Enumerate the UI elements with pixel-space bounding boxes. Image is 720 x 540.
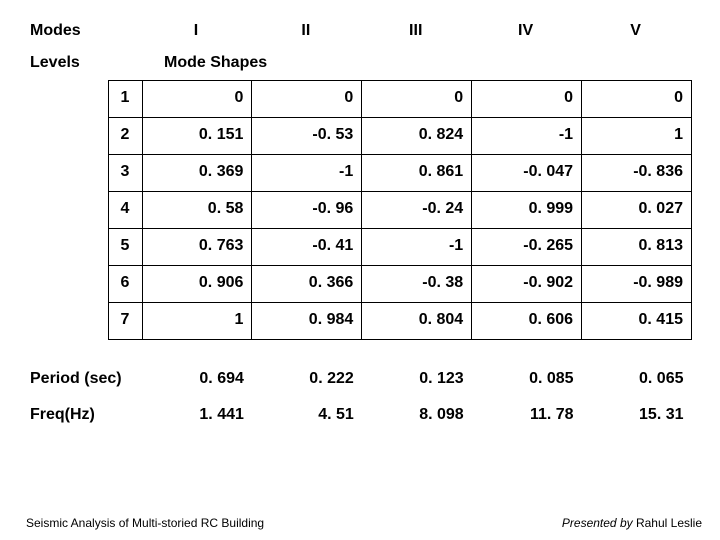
period-label: Period (sec)	[28, 366, 142, 402]
footer-right: Presented by Rahul Leslie	[562, 516, 702, 530]
blank	[28, 81, 108, 118]
mode-shape-value: -0. 41	[252, 229, 362, 266]
mode-shape-value: -0. 265	[472, 229, 582, 266]
mode-shape-value: 0. 813	[582, 229, 692, 266]
level-index: 3	[108, 155, 142, 192]
mode-shape-value: 0. 151	[142, 118, 252, 155]
mode-shape-value: 0. 999	[472, 192, 582, 229]
mode-shape-value: -0. 047	[472, 155, 582, 192]
mode-shape-value: 0	[472, 81, 582, 118]
mode-shapes-table: ModesIIIIIIIVVLevelsMode Shapes10000020.…	[28, 22, 692, 438]
blank	[28, 155, 108, 192]
mode-shape-value: -0. 902	[472, 266, 582, 303]
period-value: 0. 694	[142, 366, 252, 402]
level-index: 7	[108, 303, 142, 340]
blank	[28, 192, 108, 229]
mode-shape-value: 0. 763	[142, 229, 252, 266]
level-index: 2	[108, 118, 142, 155]
mode-shape-value: 0	[362, 81, 472, 118]
mode-shape-value: -1	[252, 155, 362, 192]
mode-shape-value: 0. 369	[142, 155, 252, 192]
blank	[582, 54, 692, 81]
level-index: 4	[108, 192, 142, 229]
mode-shape-value: 0. 58	[142, 192, 252, 229]
mode-shape-value: 1	[582, 118, 692, 155]
level-index: 6	[108, 266, 142, 303]
mode-shape-value: -0. 96	[252, 192, 362, 229]
levels-label: Levels	[28, 54, 108, 81]
period-value: 0. 222	[252, 366, 362, 402]
freq-value: 15. 31	[582, 402, 692, 438]
blank	[28, 118, 108, 155]
mode-shape-value: 0. 824	[362, 118, 472, 155]
blank	[108, 54, 142, 81]
period-value: 0. 065	[582, 366, 692, 402]
mode-shape-value: -0. 53	[252, 118, 362, 155]
mode-shape-value: -0. 836	[582, 155, 692, 192]
freq-value: 1. 441	[142, 402, 252, 438]
mode-shape-value: 0. 984	[252, 303, 362, 340]
mode-shape-value: 0	[582, 81, 692, 118]
mode-shape-value: 1	[142, 303, 252, 340]
mode-numeral: I	[142, 22, 252, 54]
footer-left: Seismic Analysis of Multi-storied RC Bui…	[26, 516, 264, 530]
freq-value: 4. 51	[252, 402, 362, 438]
level-index: 1	[108, 81, 142, 118]
slide-footer: Seismic Analysis of Multi-storied RC Bui…	[0, 516, 720, 530]
mode-shape-value: -0. 38	[362, 266, 472, 303]
freq-value: 8. 098	[362, 402, 472, 438]
footer-presented-by: Presented by	[562, 516, 633, 530]
mode-numeral: V	[582, 22, 692, 54]
blank	[28, 229, 108, 266]
mode-shapes-label: Mode Shapes	[142, 54, 362, 81]
freq-label: Freq(Hz)	[28, 402, 142, 438]
period-value: 0. 123	[362, 366, 472, 402]
blank	[28, 303, 108, 340]
blank	[28, 340, 692, 366]
mode-shape-value: 0	[252, 81, 362, 118]
page-root: ModesIIIIIIIVVLevelsMode Shapes10000020.…	[0, 0, 720, 540]
mode-shape-value: 0. 415	[582, 303, 692, 340]
level-index: 5	[108, 229, 142, 266]
blank	[28, 266, 108, 303]
blank	[362, 54, 472, 81]
footer-author: Rahul Leslie	[633, 516, 702, 530]
mode-shape-value: -0. 989	[582, 266, 692, 303]
mode-shape-value: 0. 027	[582, 192, 692, 229]
mode-shape-value: 0. 804	[362, 303, 472, 340]
mode-numeral: III	[362, 22, 472, 54]
mode-shape-value: 0. 606	[472, 303, 582, 340]
blank	[108, 22, 142, 54]
mode-shape-value: 0. 366	[252, 266, 362, 303]
mode-shape-value: 0. 861	[362, 155, 472, 192]
mode-shape-value: 0. 906	[142, 266, 252, 303]
freq-value: 11. 78	[472, 402, 582, 438]
mode-numeral: II	[252, 22, 362, 54]
modes-label: Modes	[28, 22, 108, 54]
mode-shape-value: -0. 24	[362, 192, 472, 229]
mode-numeral: IV	[472, 22, 582, 54]
mode-shape-value: -1	[362, 229, 472, 266]
mode-shape-value: 0	[142, 81, 252, 118]
period-value: 0. 085	[472, 366, 582, 402]
mode-shape-value: -1	[472, 118, 582, 155]
blank	[472, 54, 582, 81]
